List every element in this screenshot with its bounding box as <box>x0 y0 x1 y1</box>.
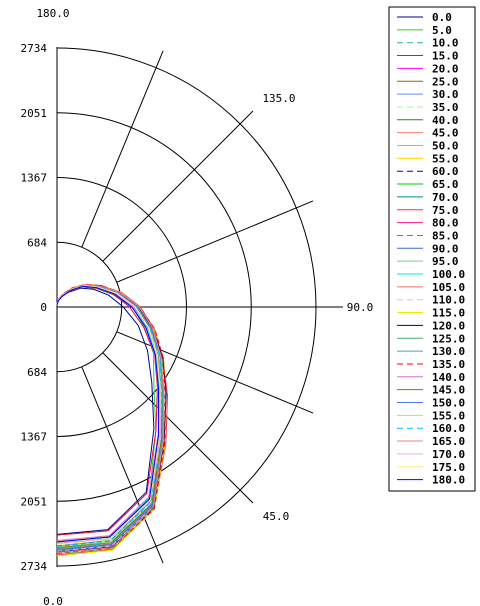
legend-label: 165.0 <box>432 435 465 448</box>
legend-label: 105.0 <box>432 281 465 294</box>
legend-label: 35.0 <box>432 101 459 114</box>
series-line <box>56 286 157 542</box>
legend-label: 70.0 <box>432 191 459 204</box>
legend-label: 145.0 <box>432 384 465 397</box>
legend-label: 30.0 <box>432 88 459 101</box>
legend-label: 150.0 <box>432 397 465 410</box>
radial-tick-label: 2734 <box>21 42 48 55</box>
radial-tick-label: 684 <box>27 236 47 249</box>
radial-tick-label: 1367 <box>21 431 48 444</box>
legend-label: 160.0 <box>432 422 465 435</box>
legend-label: 135.0 <box>432 358 465 371</box>
radial-tick-label: 2051 <box>21 107 48 120</box>
grid-spoke <box>81 50 164 248</box>
grid-spoke <box>116 200 314 283</box>
legend-label: 60.0 <box>432 165 459 178</box>
legend-label: 65.0 <box>432 178 459 191</box>
series-lines <box>56 283 169 557</box>
legend-label: 120.0 <box>432 319 465 332</box>
radial-tick-label: 1367 <box>21 172 48 185</box>
angle-tick-label: 180.0 <box>36 7 69 20</box>
legend-label: 95.0 <box>432 255 459 268</box>
polar-grid <box>56 47 343 567</box>
legend-label: 175.0 <box>432 461 465 474</box>
legend-label: 130.0 <box>432 345 465 358</box>
axis-labels: 0 684 684 1367 1367 2051 2051 2734 2734 0.0 45.0 90… <box>21 7 374 606</box>
angle-tick-label: 135.0 <box>262 92 295 105</box>
radial-tick-label: 2051 <box>21 495 48 508</box>
grid-spoke <box>102 352 254 504</box>
angle-tick-label: 0.0 <box>43 595 63 606</box>
legend-label: 80.0 <box>432 217 459 230</box>
legend-label: 45.0 <box>432 127 459 140</box>
grid-spoke <box>102 110 254 262</box>
grid-spoke <box>116 331 314 414</box>
legend-label: 75.0 <box>432 204 459 217</box>
legend-label: 5.0 <box>432 24 452 37</box>
legend-label: 25.0 <box>432 75 459 88</box>
legend-label: 110.0 <box>432 294 465 307</box>
legend-label: 10.0 <box>432 37 459 50</box>
grid-spoke <box>81 366 164 564</box>
legend-label: 90.0 <box>432 242 459 255</box>
angle-tick-label: 90.0 <box>347 301 374 314</box>
legend: 0.05.010.015.020.025.030.035.040.045.050… <box>388 6 476 492</box>
legend-label: 0.0 <box>432 11 452 24</box>
legend-label: 55.0 <box>432 152 459 165</box>
radial-tick-label: 2734 <box>21 560 48 573</box>
legend-label: 100.0 <box>432 268 465 281</box>
legend-label: 125.0 <box>432 332 465 345</box>
legend-label: 170.0 <box>432 448 465 461</box>
angle-tick-label: 45.0 <box>263 510 290 523</box>
legend-label: 180.0 <box>432 474 465 487</box>
legend-label: 85.0 <box>432 229 459 242</box>
legend-label: 40.0 <box>432 114 459 127</box>
series-line <box>56 287 155 535</box>
legend-label: 115.0 <box>432 307 465 320</box>
legend-label: 20.0 <box>432 62 459 75</box>
radial-tick-label: 684 <box>27 366 47 379</box>
legend-label: 155.0 <box>432 409 465 422</box>
radial-tick-label: 0 <box>40 301 47 314</box>
series-line <box>56 285 160 543</box>
legend-label: 50.0 <box>432 140 459 153</box>
legend-box <box>388 6 476 492</box>
legend-label: 140.0 <box>432 371 465 384</box>
legend-label: 15.0 <box>432 50 459 63</box>
